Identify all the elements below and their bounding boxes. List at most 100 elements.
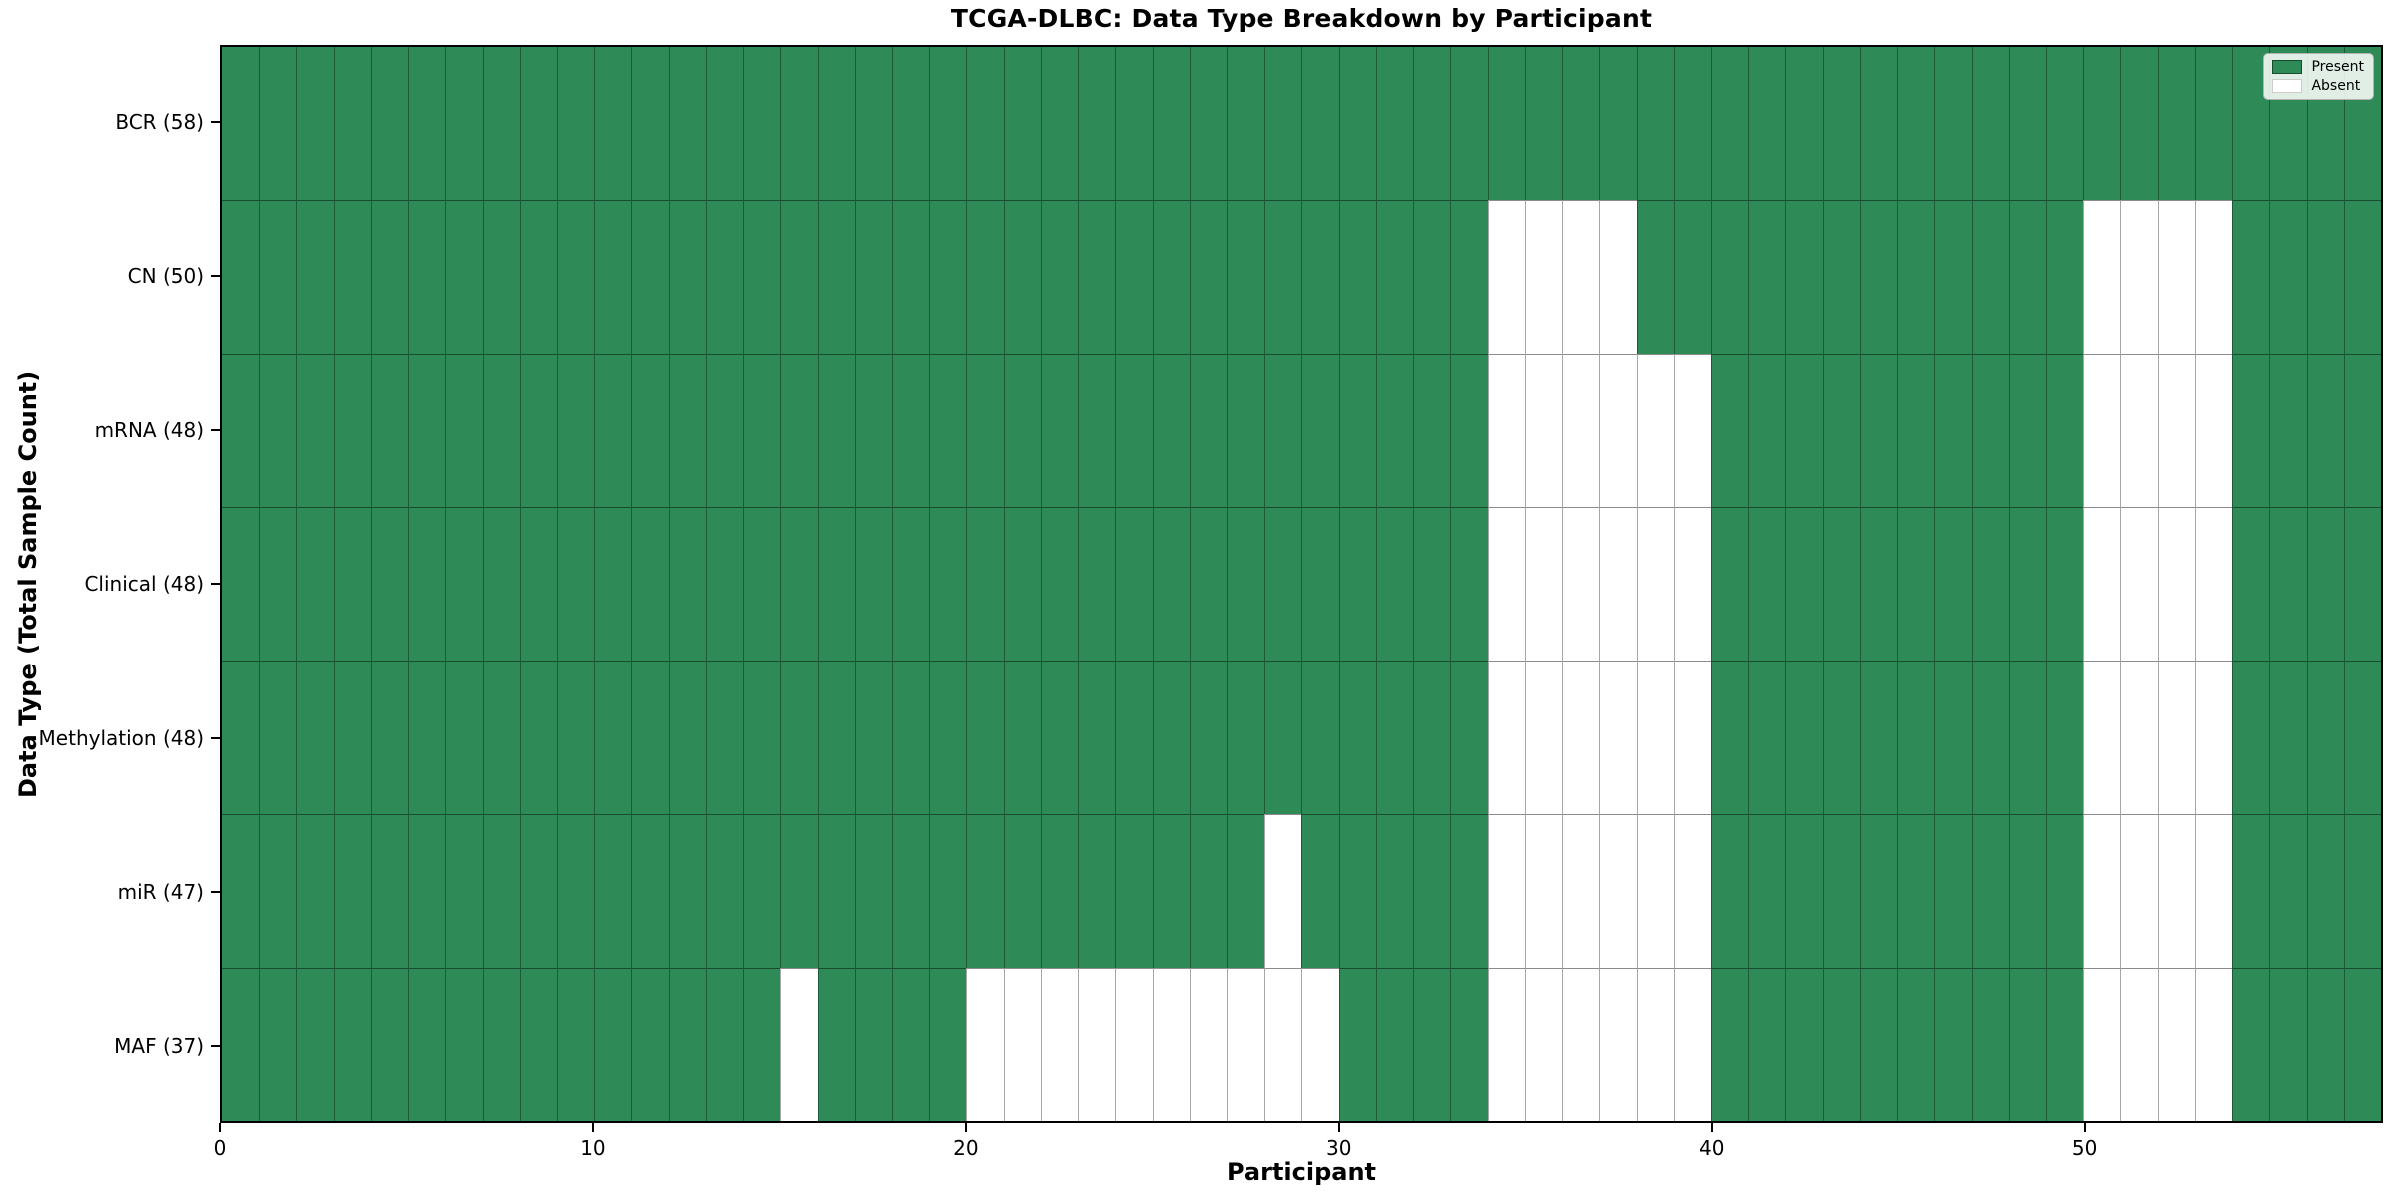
heatmap-cell: [1375, 814, 1414, 968]
heatmap-cell: [259, 814, 297, 968]
heatmap-cell: [1524, 507, 1563, 661]
heatmap-cell: [2306, 47, 2344, 201]
heatmap-cell: [1897, 967, 1935, 1121]
heatmap-cell: [1375, 200, 1414, 354]
heatmap-cell: [1636, 814, 1674, 968]
heatmap-cell: [259, 200, 297, 354]
heatmap-cell: [1710, 200, 1749, 354]
heatmap-cell: [1189, 967, 1228, 1121]
heatmap-cell: [1078, 200, 1116, 354]
heatmap-cell: [2157, 47, 2195, 201]
heatmap-cell: [1673, 507, 1711, 661]
heatmap-cell: [1152, 660, 1190, 815]
heatmap-cell: [296, 967, 334, 1121]
heatmap-cell: [333, 507, 371, 661]
y-tick-mark: [211, 583, 220, 585]
heatmap-cell: [1859, 353, 1898, 508]
heatmap-cell: [854, 814, 893, 968]
heatmap-cell: [1301, 200, 1339, 354]
heatmap-cell: [780, 47, 817, 201]
heatmap-cell: [2194, 660, 2233, 815]
heatmap-cell: [817, 353, 855, 508]
heatmap-cell: [1785, 353, 1823, 508]
y-tick-label-Methylation: Methylation (48): [38, 726, 204, 750]
heatmap-cell: [743, 353, 781, 508]
heatmap-cell: [1152, 967, 1190, 1121]
heatmap-cell: [2194, 353, 2233, 508]
heatmap-cell: [1189, 660, 1228, 815]
heatmap-cell: [445, 353, 483, 508]
heatmap-cell: [1859, 967, 1898, 1121]
heatmap-cell: [1673, 47, 1711, 201]
heatmap-cell: [2343, 353, 2381, 508]
heatmap-cell: [1636, 507, 1674, 661]
heatmap-cell: [1748, 200, 1786, 354]
heatmap-cell: [1785, 967, 1823, 1121]
heatmap-cell: [519, 660, 558, 815]
x-tick-mark: [1337, 1123, 1340, 1132]
heatmap-cell: [408, 814, 446, 968]
heatmap-cell: [2045, 200, 2084, 354]
heatmap-cell: [1115, 200, 1153, 354]
heatmap-cell: [668, 200, 706, 354]
heatmap-cell: [1413, 353, 1451, 508]
heatmap-cell: [817, 660, 855, 815]
heatmap-cell: [1040, 507, 1079, 661]
heatmap-cell: [1264, 507, 1302, 661]
heatmap-cell: [2045, 47, 2083, 201]
heatmap-cell: [2343, 200, 2381, 354]
heatmap-cell: [668, 47, 706, 201]
heatmap-cell: [557, 967, 595, 1121]
heatmap-cell: [854, 47, 892, 201]
heatmap-cell: [1227, 967, 1265, 1121]
heatmap-cell: [2120, 660, 2158, 815]
heatmap-cell: [1599, 660, 1637, 815]
heatmap-cell: [2343, 814, 2381, 968]
y-tick-mark: [211, 1045, 220, 1047]
heatmap-cell: [2045, 660, 2084, 815]
heatmap-cell: [854, 967, 893, 1121]
heatmap-cell: [557, 47, 594, 201]
heatmap-cell: [817, 967, 855, 1121]
heatmap-cell: [482, 660, 520, 815]
heatmap-cell: [370, 353, 409, 508]
legend-item-absent: Absent: [2272, 79, 2364, 93]
heatmap-cell: [222, 967, 260, 1121]
heatmap-cell: [222, 814, 260, 967]
heatmap-cell: [1450, 353, 1488, 508]
heatmap-cell: [705, 967, 744, 1121]
heatmap-cell: [1524, 353, 1563, 508]
x-tick-label: 20: [953, 1136, 979, 1160]
heatmap-cell: [780, 507, 818, 661]
heatmap-cell: [594, 660, 632, 815]
heatmap-cell: [1822, 353, 1860, 508]
heatmap-cell: [2157, 967, 2195, 1121]
heatmap-cell: [1822, 814, 1860, 968]
heatmap-cell: [557, 353, 595, 508]
heatmap-cell: [1040, 353, 1079, 508]
heatmap-cell: [631, 967, 669, 1121]
heatmap-cell: [557, 507, 595, 661]
heatmap-cell: [557, 814, 595, 968]
heatmap-cell: [2232, 660, 2270, 815]
heatmap-cell: [2194, 507, 2233, 661]
heatmap-cell: [296, 200, 334, 354]
heatmap-cell: [2120, 967, 2158, 1121]
heatmap-cell: [1636, 200, 1674, 354]
heatmap-cell: [1264, 353, 1302, 508]
heatmap-cell: [222, 507, 260, 660]
heatmap-cell: [1822, 967, 1860, 1121]
y-tick-mark: [211, 737, 220, 739]
heatmap-cell: [2157, 353, 2195, 508]
heatmap-cell: [1562, 353, 1600, 508]
heatmap-cell: [1748, 507, 1786, 661]
legend-item-present: Present: [2272, 60, 2364, 74]
heatmap-cell: [631, 200, 669, 354]
heatmap-cell: [1338, 814, 1376, 968]
heatmap-cell: [333, 47, 371, 201]
heatmap-cell: [1748, 47, 1785, 201]
heatmap-cell: [1227, 507, 1265, 661]
heatmap-cell: [1673, 814, 1711, 968]
heatmap-cell: [1338, 507, 1376, 661]
heatmap-cell: [892, 967, 930, 1121]
